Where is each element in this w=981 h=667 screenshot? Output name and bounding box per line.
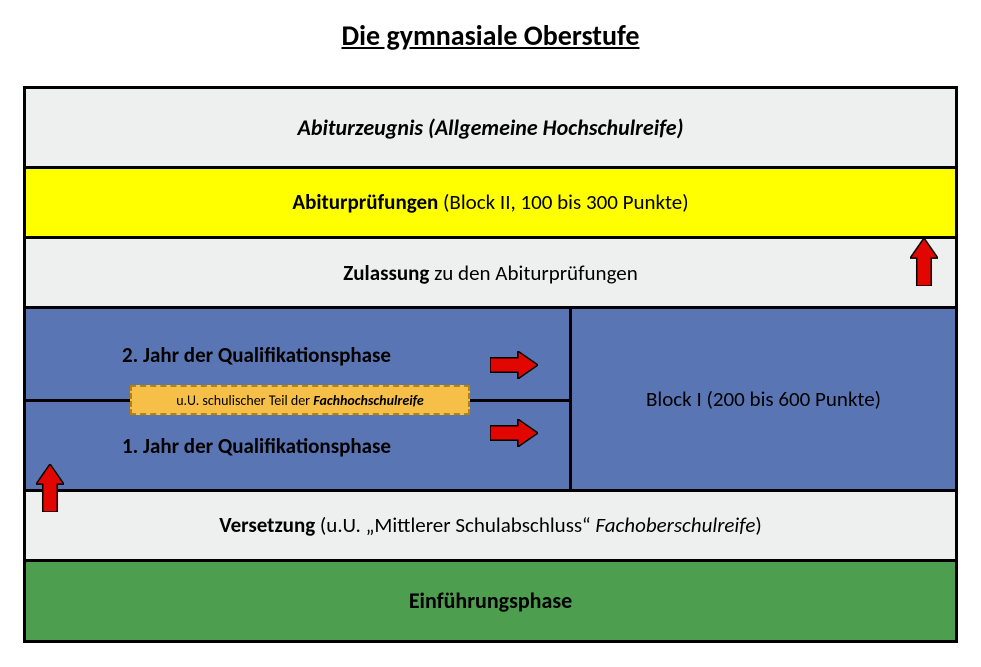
zulassung-rest: zu den Abiturprüfungen [429,260,637,286]
arrow-up-right-icon [910,238,938,286]
row-versetzung-label: Versetzung (u.U. „Mittlerer Schulabschlu… [26,512,955,538]
arrow-right-bot-icon [490,419,538,447]
einfuehrung-bold: Einführungsphase [409,587,572,614]
abiturzeugnis-text: Abiturzeugnis (Allgemeine Hochschulreife… [298,114,684,141]
versetzung-pre: (u.U. „Mittlerer Schulabschluss“ [315,512,595,538]
row-abiturpruefungen-label: Abiturprüfungen (Block II, 100 bis 300 P… [26,189,955,215]
zulassung-bold: Zulassung [343,260,429,286]
row-zulassung: Zulassung zu den Abiturprüfungen [26,236,955,306]
row-einfuehrung-label: Einführungsphase [26,587,955,614]
fhr-pre: u.U. schulischer Teil der [176,392,313,409]
versetzung-post: ) [755,512,761,538]
row-qualifikationsphase: 2. Jahr der Qualifikationsphase 1. Jahr … [26,306,955,488]
qual-right: Block I (200 bis 600 Punkte) [572,309,955,488]
row-versetzung: Versetzung (u.U. „Mittlerer Schulabschlu… [26,489,955,559]
abiturpruefungen-rest: (Block II, 100 bis 300 Punkte) [438,189,688,215]
qual-left: 2. Jahr der Qualifikationsphase 1. Jahr … [26,309,572,488]
row-einfuehrungsphase: Einführungsphase [26,559,955,640]
fachhochschulreife-box: u.U. schulischer Teil der Fachhochschulr… [130,385,470,415]
fhr-text: u.U. schulischer Teil der Fachhochschulr… [176,392,424,409]
versetzung-bold: Versetzung [219,512,315,538]
row-abiturzeugnis-label: Abiturzeugnis (Allgemeine Hochschulreife… [26,114,955,141]
abiturpruefungen-bold: Abiturprüfungen [292,189,438,215]
qual-year2-label: 2. Jahr der Qualifikationsphase [122,342,391,368]
row-abiturpruefungen: Abiturprüfungen (Block II, 100 bis 300 P… [26,166,955,236]
qual-year1-label: 1. Jahr der Qualifikationsphase [122,433,391,459]
fhr-bold: Fachhochschulreife [313,392,424,409]
block1-label: Block I (200 bis 600 Punkte) [646,386,881,412]
page: Die gymnasiale Oberstufe Abiturzeugnis (… [0,0,981,667]
versetzung-italic: Fachoberschulreife [595,512,755,538]
row-zulassung-label: Zulassung zu den Abiturprüfungen [26,260,955,286]
row-abiturzeugnis: Abiturzeugnis (Allgemeine Hochschulreife… [26,89,955,166]
page-title: Die gymnasiale Oberstufe [0,18,981,53]
arrow-up-left-icon [36,464,64,512]
arrow-right-top-icon [490,351,538,379]
